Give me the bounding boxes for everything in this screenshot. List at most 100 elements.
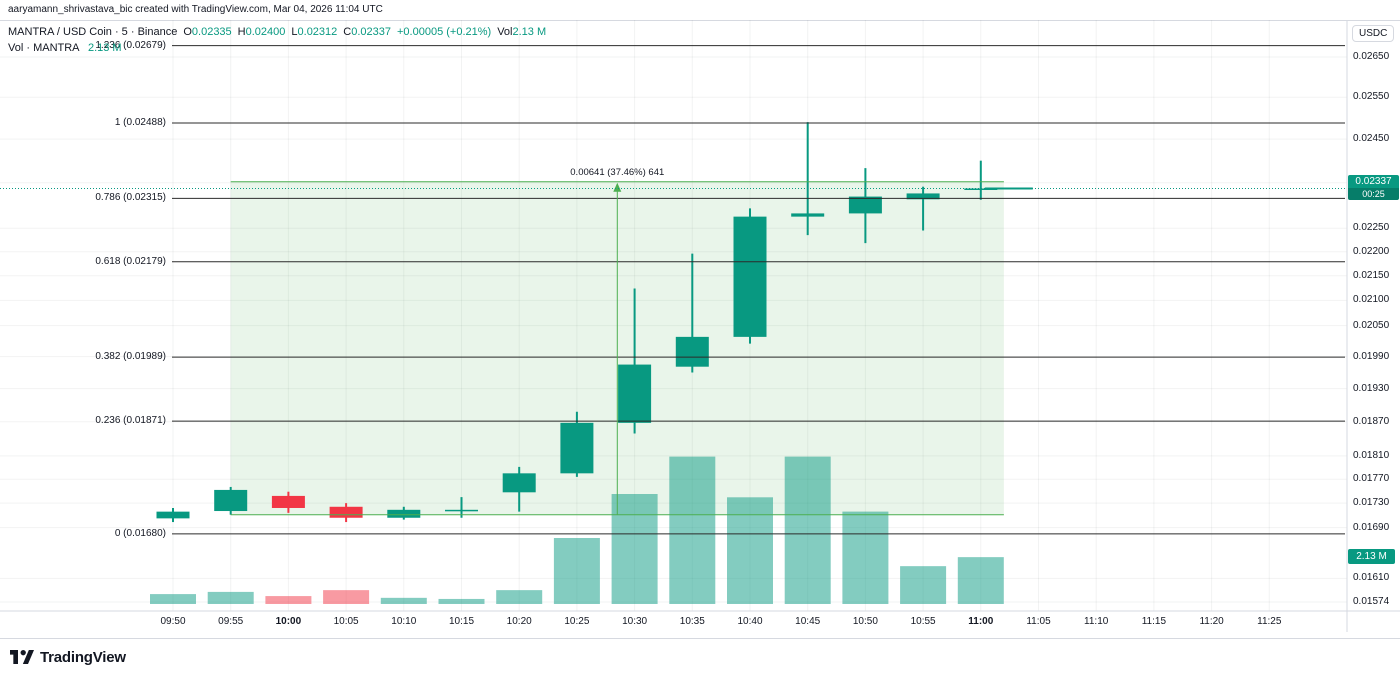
volume-value: 2.13 M xyxy=(512,26,547,38)
volume-bar xyxy=(265,596,312,604)
price-axis-label: 0.02550 xyxy=(1353,91,1390,103)
time-axis-label: 11:20 xyxy=(1199,616,1224,627)
time-axis-label: 10:25 xyxy=(564,616,590,627)
fib-level-label: 1 (0.02488) xyxy=(114,116,166,128)
fib-retracement-lines xyxy=(172,45,1345,535)
legend: MANTRA / USD Coin · 5 · Binance O0.02335 H… xyxy=(8,25,546,56)
price-axis-label: 0.02250 xyxy=(1353,222,1390,234)
price-axis-label: 0.01574 xyxy=(1353,596,1390,607)
axis-borders xyxy=(0,20,1400,632)
candle-body xyxy=(329,506,363,518)
attribution-text: aaryamann_shrivastava_bic created with T… xyxy=(8,4,383,15)
legend-row-volume-study: Vol · MANTRA 2.13 M xyxy=(8,41,546,56)
time-axis-label: 11:25 xyxy=(1257,616,1282,627)
volume-bar xyxy=(669,456,716,604)
volume-bar xyxy=(150,594,196,604)
fib-level-label: 0.618 (0.02179) xyxy=(95,255,166,267)
volume-bar xyxy=(611,494,658,604)
price-axis-label: 0.02050 xyxy=(1353,319,1390,331)
volume-bar xyxy=(496,590,543,604)
volume-bar xyxy=(842,511,889,604)
candle-body xyxy=(675,336,709,367)
price-axis-label: 0.02650 xyxy=(1353,51,1390,62)
candle-body xyxy=(791,213,825,217)
last-price-value: 0.02337 xyxy=(1355,176,1392,188)
ohlc-close: C0.02337 xyxy=(343,26,391,38)
price-change: +0.00005 (+0.21%) xyxy=(397,26,492,38)
time-axis-label: 10:15 xyxy=(448,616,475,627)
time-axis-label: 10:05 xyxy=(333,616,359,627)
time-axis-label: 09:55 xyxy=(218,616,244,627)
price-axis-label: 0.01610 xyxy=(1353,572,1390,584)
time-axis-label: 11:10 xyxy=(1084,616,1109,627)
time-axis-label: 11:15 xyxy=(1141,616,1167,627)
volume-readout: Vol2.13 M xyxy=(497,26,546,38)
fib-level-label: 1.236 (0.02679) xyxy=(95,39,166,51)
candle-body xyxy=(445,509,478,512)
fib-level-label: 0.236 (0.01871) xyxy=(95,415,166,427)
range-arrow-head xyxy=(613,182,622,192)
price-axis-label: 0.01730 xyxy=(1353,497,1390,509)
header-divider xyxy=(0,20,1400,21)
candle-body xyxy=(502,473,536,493)
footer-divider xyxy=(0,638,1400,639)
volume-bar xyxy=(380,597,427,604)
time-axis-label: 10:35 xyxy=(679,616,705,627)
time-axis-label: 09:50 xyxy=(160,616,186,627)
fib-level-label: 0.382 (0.01989) xyxy=(95,351,166,363)
candle-countdown: 00:25 xyxy=(1348,188,1399,201)
volume-badge: 2.13 M xyxy=(1348,549,1395,565)
chart-canvas[interactable]: 0.00641 (37.46%) 641 xyxy=(0,20,1400,632)
volume-bar xyxy=(323,590,370,604)
price-range-tool: 0.00641 (37.46%) 641 xyxy=(230,167,1004,516)
volume-bar xyxy=(900,566,947,604)
last-price-badge: 0.02337 00:25 xyxy=(1348,175,1399,201)
price-axis-label: 0.01870 xyxy=(1353,415,1390,427)
volume-study-value: 2.13 M xyxy=(87,42,122,54)
time-axis-label: 10:50 xyxy=(852,616,878,627)
price-axis-currency-label[interactable]: USDC xyxy=(1352,25,1395,42)
tradingview-brand-text[interactable]: TradingView xyxy=(40,648,126,666)
candle-body xyxy=(618,364,652,423)
footer: TradingView xyxy=(10,644,126,670)
candle-body xyxy=(964,188,998,190)
candlestick-series xyxy=(156,122,998,523)
time-axis-label: 10:00 xyxy=(275,616,302,627)
volume-bar xyxy=(784,456,831,604)
time-axis-label: 10:10 xyxy=(391,616,417,627)
time-axis-label: 10:45 xyxy=(795,616,821,627)
time-axis-label: 10:20 xyxy=(506,616,532,627)
price-axis-label: 0.02200 xyxy=(1353,245,1390,257)
volume-bar xyxy=(438,598,485,604)
candle-body xyxy=(848,196,882,214)
price-axis-label: 0.01990 xyxy=(1353,350,1390,362)
candle-body xyxy=(214,489,248,512)
volume-bar xyxy=(727,497,773,604)
price-axis-label: 0.02450 xyxy=(1353,133,1390,145)
time-axis-label: 10:30 xyxy=(622,616,648,627)
candle-body xyxy=(387,509,421,518)
volume-study-title[interactable]: Vol · MANTRA xyxy=(8,42,79,54)
time-axis-label: 10:40 xyxy=(737,616,763,627)
time-axis[interactable]: 09:50 09:55 10:00 10:05 10:10 10:15 10:20 10:25… xyxy=(0,611,1347,632)
time-axis-label: 11:05 xyxy=(1026,616,1051,627)
range-measure-label: 0.00641 (37.46%) 641 xyxy=(570,167,664,178)
candle-body xyxy=(156,511,190,519)
tradingview-logo-icon[interactable] xyxy=(10,650,34,664)
candle-body xyxy=(271,495,305,508)
price-axis-label: 0.01930 xyxy=(1353,382,1390,394)
candle-body xyxy=(733,216,767,337)
time-axis-label: 10:55 xyxy=(910,616,936,627)
price-axis[interactable]: USDC 0.02337 00:25 2.13 M 0.02650 0.02550… xyxy=(1348,20,1400,632)
ohlc-high: H0.02400 xyxy=(237,26,286,38)
price-axis-label: 0.01770 xyxy=(1353,473,1390,485)
price-axis-label: 0.02150 xyxy=(1353,269,1390,281)
fib-level-label: 0.786 (0.02315) xyxy=(95,192,166,204)
candle-body xyxy=(906,193,940,200)
volume-series xyxy=(150,456,1004,604)
volume-bar xyxy=(957,557,1004,604)
symbol-title[interactable]: MANTRA / USD Coin · 5 · Binance xyxy=(8,26,178,38)
price-axis-label: 0.01690 xyxy=(1353,521,1390,533)
legend-row-main: MANTRA / USD Coin · 5 · Binance O0.02335 H… xyxy=(8,25,546,40)
